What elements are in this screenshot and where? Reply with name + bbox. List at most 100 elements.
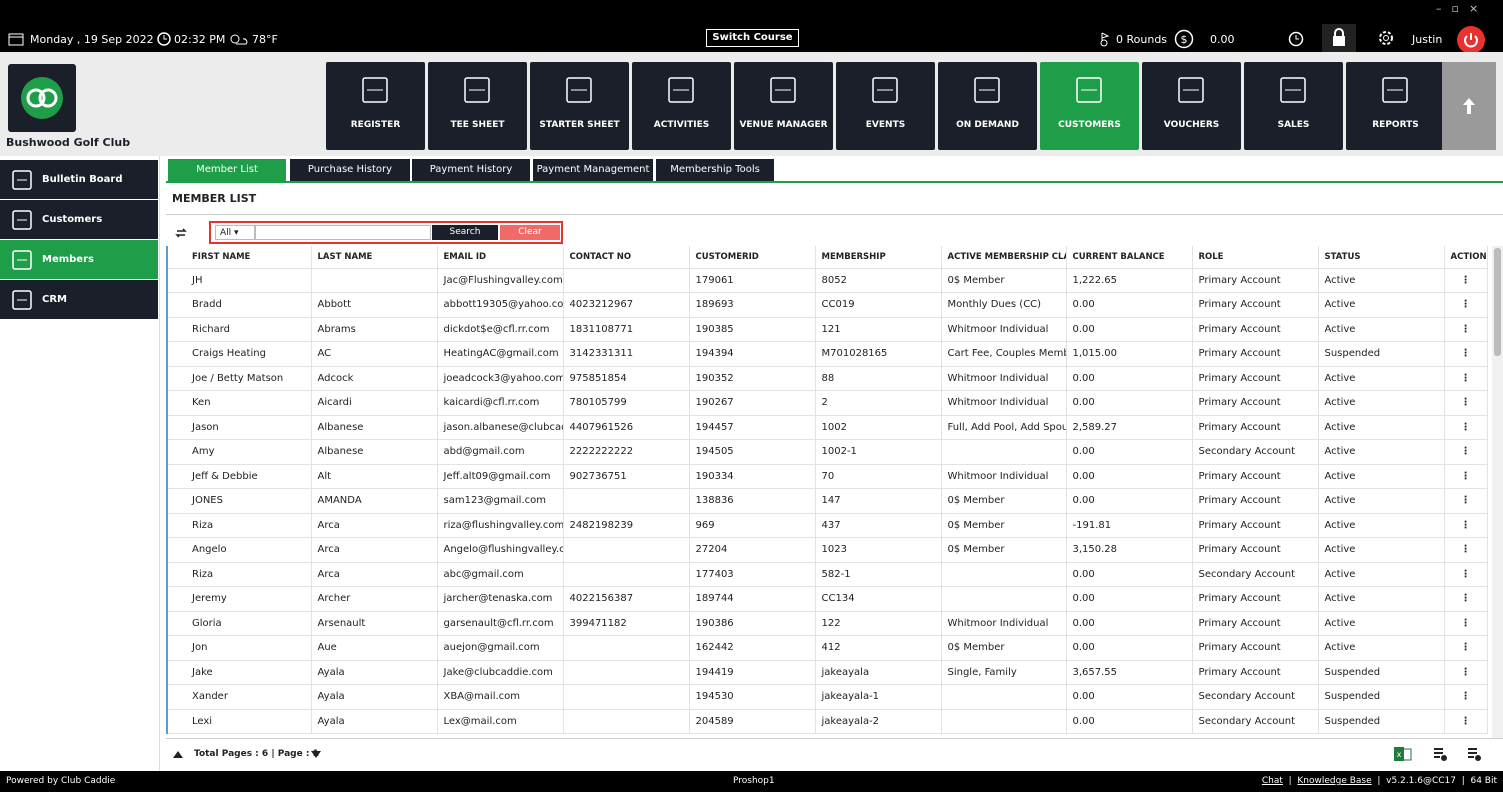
nav-tile[interactable]: TEE SHEET (428, 62, 527, 150)
action-menu[interactable]: ⋮ (1444, 611, 1488, 636)
export-button[interactable] (1432, 746, 1448, 762)
action-menu[interactable]: ⋮ (1444, 464, 1488, 489)
table-row[interactable]: Gloria Arsenault garsenault@cfl.rr.com 3994… (166, 611, 1488, 636)
refresh-button[interactable] (174, 226, 188, 240)
cell: 437 (815, 513, 942, 538)
excel-export-button[interactable]: x (1394, 746, 1412, 762)
nav-label: VENUE MANAGER (739, 120, 828, 130)
nav-tile[interactable]: REGISTER (326, 62, 425, 150)
sidebar-item[interactable]: Members (0, 240, 158, 279)
cell: 194419 (689, 660, 816, 685)
action-menu[interactable]: ⋮ (1444, 317, 1488, 342)
table-row[interactable]: Xander Ayala XBA@mail.com 194530 jakeayala-1… (166, 684, 1488, 710)
cell: Active (1318, 586, 1445, 612)
action-menu[interactable]: ⋮ (1444, 488, 1488, 514)
search-button[interactable]: Search (432, 225, 498, 240)
lock-button[interactable] (1322, 24, 1356, 52)
tab[interactable]: Member List (168, 159, 286, 181)
action-menu[interactable]: ⋮ (1444, 586, 1488, 612)
table-row[interactable]: Lexi Ayala Lex@mail.com 204589 jakeayala-2 0.… (166, 709, 1488, 734)
action-menu[interactable]: ⋮ (1444, 635, 1488, 661)
table-row[interactable]: Jon Aue auejon@gmail.com 162442 412 0$ Member… (166, 635, 1488, 661)
nav-tile[interactable]: SALES (1244, 62, 1343, 150)
tab[interactable]: Payment Management (533, 159, 653, 181)
power-button[interactable] (1457, 26, 1485, 54)
action-menu[interactable]: ⋮ (1444, 513, 1488, 538)
action-menu[interactable]: ⋮ (1444, 660, 1488, 685)
action-menu[interactable]: ⋮ (1444, 415, 1488, 440)
table-row[interactable]: Craigs Heating AC HeatingAC@gmail.com 31423… (166, 341, 1488, 367)
nav-tile[interactable]: VENUE MANAGER (734, 62, 833, 150)
action-menu[interactable]: ⋮ (1444, 268, 1488, 293)
icon-shape (362, 77, 388, 103)
cell: Primary Account (1192, 464, 1319, 489)
cell: Ayala (311, 660, 438, 685)
window-controls[interactable]: –▫× (1436, 2, 1489, 15)
cell: 1,015.00 (1066, 341, 1193, 367)
clear-button[interactable]: Clear (500, 225, 560, 240)
table-row[interactable]: Riza Arca riza@flushingvalley.com 248219823… (166, 513, 1488, 538)
top-bar: Monday , 19 Sep 2022 02:32 PM 78°F Switc… (0, 0, 1503, 54)
switch-course-button[interactable]: Switch Course (706, 29, 799, 47)
action-menu[interactable]: ⋮ (1444, 439, 1488, 465)
cell: 0$ Member (941, 488, 1067, 514)
table-row[interactable]: Joe / Betty Matson Adcock joeadcock3@yahoo… (166, 366, 1488, 391)
export-button[interactable] (1466, 746, 1482, 762)
icon-shape (770, 77, 796, 103)
table-row[interactable]: Jeremy Archer jarcher@tenaska.com 402215638… (166, 586, 1488, 612)
settings-button[interactable] (1377, 29, 1395, 47)
action-menu[interactable]: ⋮ (1444, 709, 1488, 734)
cell: 70 (815, 464, 942, 489)
action-menu[interactable]: ⋮ (1444, 684, 1488, 710)
page-up-button[interactable] (172, 749, 184, 759)
history-button[interactable] (1288, 31, 1304, 47)
action-menu[interactable]: ⋮ (1444, 390, 1488, 416)
cell: Jake@clubcaddie.com (437, 660, 564, 685)
table-row[interactable]: Amy Albanese abd@gmail.com 2222222222 194505… (166, 439, 1488, 465)
cell: Arca (311, 513, 438, 538)
scrollbar[interactable] (1492, 246, 1503, 738)
sidebar-item[interactable]: Bulletin Board (0, 160, 158, 199)
weather-icon (230, 34, 248, 45)
nav-tile[interactable]: CUSTOMERS (1040, 62, 1139, 150)
action-menu[interactable]: ⋮ (1444, 537, 1488, 563)
nav-tile[interactable]: ON DEMAND (938, 62, 1037, 150)
search-input[interactable] (255, 225, 431, 240)
cell: 0.00 (1066, 635, 1193, 661)
nav-tile[interactable]: VOUCHERS (1142, 62, 1241, 150)
table-row[interactable]: Richard Abrams dickdot$e@cfl.rr.com 1831108… (166, 317, 1488, 342)
nav-tile[interactable]: ACTIVITIES (632, 62, 731, 150)
table-row[interactable]: Riza Arca abc@gmail.com 177403 582-1 0.00 Seco… (166, 562, 1488, 587)
nav-tile[interactable]: STARTER SHEET (530, 62, 629, 150)
tab[interactable]: Purchase History (290, 159, 410, 181)
action-menu[interactable]: ⋮ (1444, 292, 1488, 318)
table-row[interactable]: JH Jac@Flushingvalley.com 179061 8052 0$ Mem… (166, 268, 1488, 293)
table-row[interactable]: Jake Ayala Jake@clubcaddie.com 194419 jakeay… (166, 660, 1488, 685)
cell: 0.00 (1066, 292, 1193, 318)
action-menu[interactable]: ⋮ (1444, 341, 1488, 367)
nav-tile[interactable]: EVENTS (836, 62, 935, 150)
cell: Lexi (166, 709, 312, 734)
sidebar-item[interactable]: CRM (0, 280, 158, 319)
nav-tile[interactable]: REPORTS (1346, 62, 1445, 150)
sidebar-item[interactable]: Customers (0, 200, 158, 239)
cell: Jake (166, 660, 312, 685)
cell (941, 439, 1067, 465)
chat-link[interactable]: Chat (1261, 776, 1283, 786)
table-row[interactable]: JasonAlbanesejason.albanese@clubcaddie.c… (166, 415, 1488, 440)
table-row[interactable]: Jeff & Debbie Alt Jeff.alt09@gmail.com 9027… (166, 464, 1488, 489)
action-menu[interactable]: ⋮ (1444, 562, 1488, 587)
table-row[interactable]: Ken Aicardi kaicardi@cfl.rr.com 780105799 19… (166, 390, 1488, 416)
action-menu[interactable]: ⋮ (1444, 366, 1488, 391)
cell: Active (1318, 635, 1445, 661)
table-row[interactable]: Bradd Abbott abbott19305@yahoo.com 40232129… (166, 292, 1488, 318)
icon (974, 77, 1000, 103)
tab[interactable]: Payment History (412, 159, 530, 181)
filter-dropdown[interactable]: All ▾ (215, 225, 255, 240)
knowledge-base-link[interactable]: Knowledge Base (1297, 776, 1372, 786)
page-down-button[interactable] (310, 750, 322, 760)
tab[interactable]: Membership Tools (656, 159, 774, 181)
collapse-button[interactable] (1442, 62, 1496, 150)
table-row[interactable]: JONES AMANDA sam123@gmail.com 138836 147 0$ M… (166, 488, 1488, 514)
